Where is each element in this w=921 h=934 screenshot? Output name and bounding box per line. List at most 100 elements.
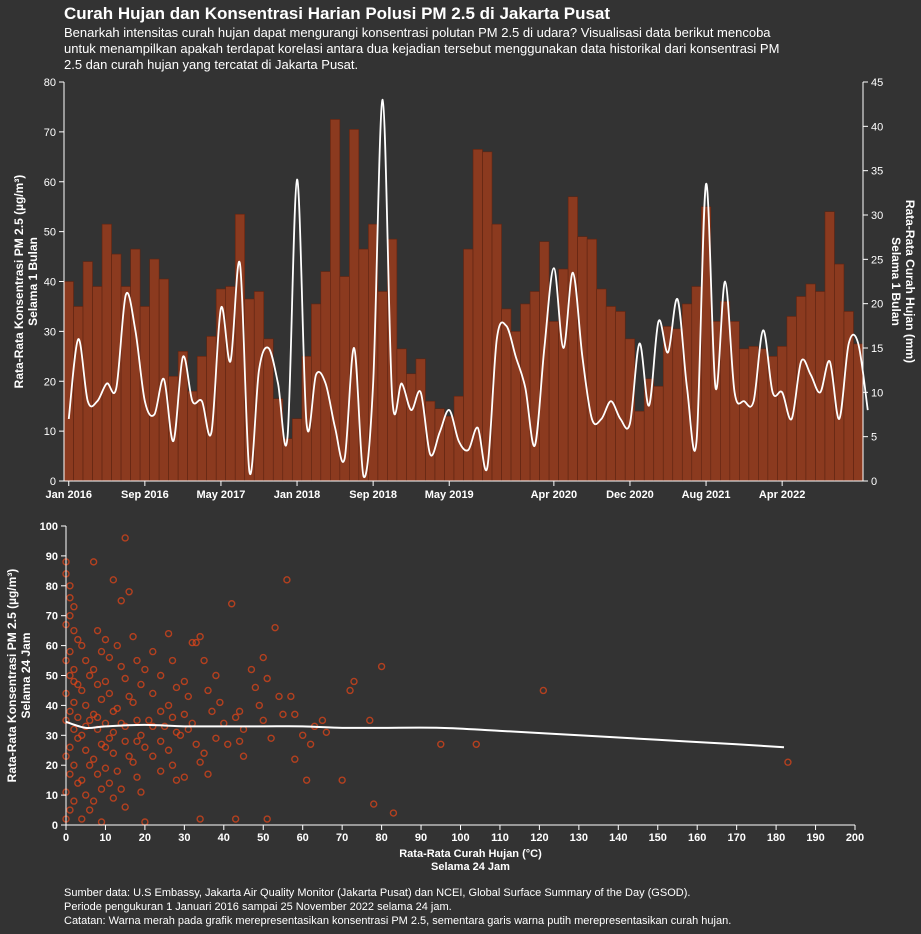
scatter-x-tick-label: 0	[63, 832, 69, 844]
scatter-point	[93, 713, 102, 722]
scatter-point	[78, 686, 86, 695]
scatter-point	[247, 665, 256, 674]
scatter-point	[66, 743, 74, 751]
scatter-point	[283, 576, 291, 584]
scatter-x-tick-label: 30	[178, 832, 190, 844]
scatter-point	[251, 683, 260, 692]
pm25-bar	[349, 129, 360, 482]
scatter-point	[235, 707, 244, 716]
x-tick-label: Sep 2016	[121, 489, 169, 501]
scatter-point	[168, 761, 177, 769]
scatter-point	[105, 689, 114, 698]
rainfall-line	[67, 98, 869, 479]
scatter-x-tick-label: 140	[609, 832, 627, 844]
scatter-x-tick-label: 170	[727, 832, 745, 844]
scatter-point	[267, 734, 275, 742]
x-tick-label: May 2017	[196, 489, 245, 501]
scatter-x-tick-label: 110	[491, 832, 509, 844]
pm25-bar	[624, 338, 636, 482]
scatter-point	[74, 635, 82, 644]
scatter-x-axis-title: Rata-Rata Curah Hujan (°C) Selama 24 Jam	[399, 848, 542, 873]
scatter-point	[216, 698, 224, 707]
pm25-bar	[824, 211, 835, 482]
pm25-bar	[548, 321, 559, 482]
pm25-bar	[491, 223, 502, 482]
scatter-point	[377, 662, 386, 671]
pm25-bar	[139, 306, 150, 482]
pm25-bar	[672, 328, 683, 482]
right-axis-title: Rata-Rata Curah Hujan (mm)Selama 1 Bulan	[889, 200, 917, 363]
scatter-point	[78, 815, 86, 823]
scatter-point	[89, 558, 98, 566]
scatter-x-axis-title-line: Rata-Rata Curah Hujan (°C)	[399, 848, 542, 860]
trend-line	[65, 720, 785, 749]
scatter-point	[204, 770, 212, 778]
footer-source: Sumber data: U.S Embassy, Jakarta Air Qu…	[64, 887, 691, 899]
pm25-bar	[615, 311, 626, 482]
scatter-point	[279, 710, 287, 719]
scatter-point	[263, 815, 271, 823]
right-tick-label: 20	[871, 299, 883, 311]
scatter-point	[97, 695, 106, 704]
scatter-point	[66, 707, 74, 716]
scatter-point	[231, 815, 240, 823]
scatter-point	[299, 731, 307, 739]
x-tick-label: Aug 2021	[682, 489, 731, 501]
page-title: Curah Hujan dan Konsentrasi Harian Polus…	[64, 4, 611, 23]
scatter-point	[539, 686, 548, 695]
right-axis-title-line: Rata-Rata Curah Hujan (mm)	[903, 200, 917, 363]
pm25-bar	[263, 338, 274, 482]
pm25-bar	[634, 410, 645, 482]
pm25-bar	[291, 418, 303, 482]
scatter-point	[97, 647, 106, 656]
scatter-point	[149, 647, 157, 656]
scatter-point	[180, 710, 189, 719]
scatter-x-tick-label: 40	[218, 832, 230, 844]
scatter-x-tick-label: 80	[375, 832, 387, 844]
scatter-x-tick-label: 90	[415, 832, 427, 844]
pm25-bar	[748, 346, 759, 482]
scatter-point	[172, 776, 181, 784]
x-tick-label: May 2019	[425, 489, 474, 501]
pm25-bar	[73, 306, 84, 482]
scatter-point	[200, 749, 208, 757]
scatter-point	[125, 588, 133, 596]
scatter-point	[66, 647, 74, 656]
scatter-point	[231, 713, 240, 722]
scatter-point	[85, 806, 94, 814]
scatter-x-tick-label: 70	[336, 832, 348, 844]
pm25-bar	[834, 263, 845, 482]
scatter-point	[389, 809, 398, 817]
scatter-point	[259, 653, 267, 662]
scatter-y-tick-label: 70	[46, 611, 58, 623]
left-tick-label: 70	[44, 127, 56, 139]
scatter-point	[70, 761, 78, 769]
scatter-point	[133, 773, 141, 781]
scatter-point	[70, 665, 78, 674]
pm25-bar	[843, 311, 854, 482]
scatter-point	[350, 677, 358, 686]
scatter-point	[89, 665, 98, 674]
scatter-point	[239, 752, 248, 760]
pm25-bar	[777, 346, 788, 482]
scatter-x-tick-label: 200	[846, 832, 864, 844]
scatter-x-tick-label: 160	[688, 832, 706, 844]
scatter-point	[192, 638, 200, 647]
scatter-point	[70, 797, 78, 805]
scatter-point	[263, 674, 271, 683]
pm25-bar	[111, 253, 122, 482]
scatter-y-axis-title-line: Selama 24 Jam	[19, 632, 33, 718]
monthly-chart: 0 10 20 30 40 50 60 70 80 0 5 10 15 20 25 30 35 40 45 Jan 2…	[12, 77, 917, 501]
scatter-point	[101, 764, 110, 772]
scatter-point	[168, 656, 177, 665]
scatter-point	[78, 641, 86, 650]
scatter-point	[82, 746, 90, 754]
scatter-point	[105, 653, 114, 662]
scatter-x-axis-title-line: Selama 24 Jam	[431, 861, 510, 873]
scatter-point	[121, 534, 129, 542]
scatter-point	[346, 686, 354, 695]
right-tick-label: 5	[871, 432, 877, 444]
scatter-point	[109, 794, 118, 802]
scatter-point	[97, 818, 106, 826]
scatter-point	[141, 743, 149, 751]
